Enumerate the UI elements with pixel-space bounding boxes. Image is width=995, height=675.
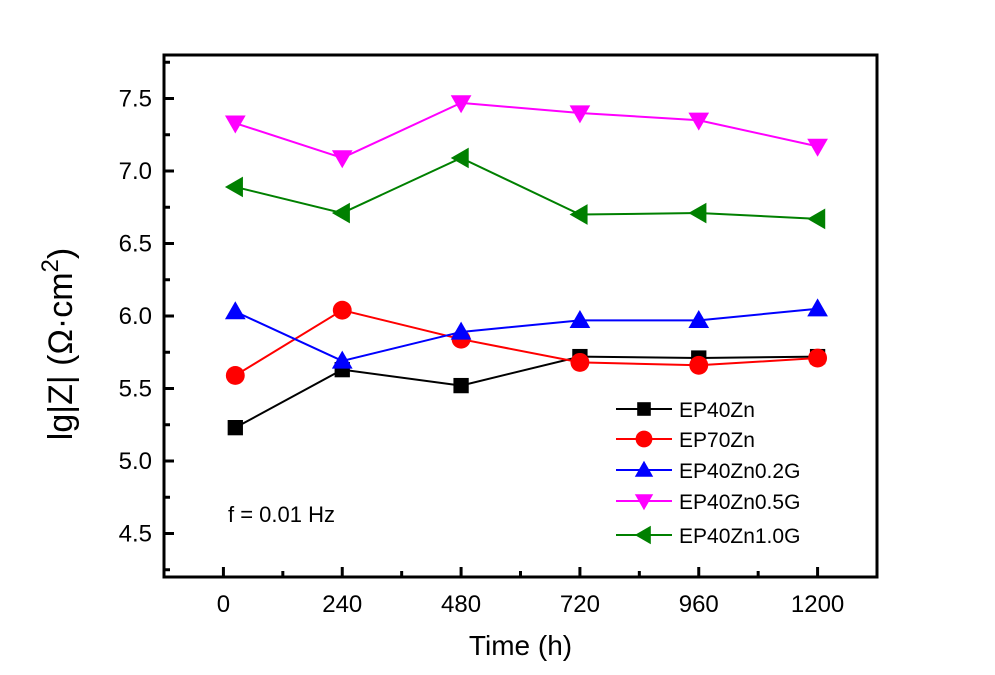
x-axis-label: Time (h): [469, 630, 572, 661]
marker-triangle-up: [688, 310, 710, 328]
legend-label: EP40Zn0.5G: [679, 491, 800, 514]
marker-square: [227, 420, 243, 436]
marker-triangle-left: [807, 208, 826, 230]
y-axis-label-main: lg|Z| (Ω·cm: [42, 272, 80, 440]
marker-circle: [332, 300, 352, 320]
legend-item: EP40Zn0.5G: [616, 491, 800, 514]
series-ep40zn0-2g: [224, 298, 828, 369]
marker-triangle-left: [224, 176, 243, 198]
y-tick-label: 7.5: [119, 86, 152, 113]
marker-circle: [808, 348, 828, 368]
marker-circle: [570, 352, 590, 372]
marker-triangle-down: [569, 105, 591, 124]
marker-triangle-left: [331, 202, 350, 224]
y-tick-label: 4.5: [119, 521, 152, 548]
marker-triangle-up: [634, 460, 654, 477]
y-tick-label: 6.0: [119, 303, 152, 330]
x-tick-label: 1200: [791, 591, 844, 618]
marker-triangle-down: [688, 112, 710, 131]
series-line: [235, 156, 818, 220]
marker-triangle-down: [634, 494, 654, 511]
series-ep70zn: [225, 300, 828, 385]
marker-triangle-up: [807, 298, 828, 317]
y-tick-label: 5.5: [119, 376, 152, 403]
frequency-annotation: f = 0.01 Hz: [228, 502, 335, 527]
marker-circle: [225, 366, 245, 385]
series-line: [234, 355, 818, 429]
marker-triangle-down: [450, 95, 472, 114]
x-tick-label: 0: [217, 591, 230, 618]
marker-triangle-left: [634, 525, 651, 545]
series-line: [234, 307, 818, 363]
plot-area: 4.5 5.0 5.5 6.0 6.5 7.0 7.5 0 240 480 720 960 1200: [119, 53, 879, 618]
marker-triangle-up: [569, 310, 591, 328]
marker-triangle-up: [224, 301, 246, 320]
y-tick-label: 7.0: [119, 158, 152, 185]
series-line: [234, 309, 818, 377]
y-tick-label: 6.5: [119, 231, 152, 258]
y-axis-label-superscript: 2: [37, 259, 64, 272]
series-layer: [224, 95, 828, 436]
marker-circle: [689, 355, 709, 375]
marker-square: [637, 402, 651, 416]
series-ep40zn1-0g: [224, 147, 826, 230]
legend-label: EP40Zn1.0G: [679, 525, 800, 548]
legend-item: EP70Zn: [616, 429, 755, 452]
x-tick-label: 960: [679, 591, 719, 618]
legend-item: EP40Zn: [616, 399, 755, 422]
legend-label: EP40Zn0.2G: [679, 460, 800, 483]
x-tick-label: 240: [322, 591, 362, 618]
series-ep40zn: [227, 348, 826, 436]
marker-triangle-up: [450, 321, 472, 340]
legend: EP40Zn EP70Zn EP40Zn0.2G EP40Zn0.5G EP40Zn1.…: [616, 399, 800, 548]
y-tick-label: 5.0: [119, 448, 152, 475]
x-tick-label: 720: [560, 591, 600, 618]
legend-item: EP40Zn0.2G: [616, 460, 800, 483]
marker-triangle-left: [450, 147, 469, 169]
legend-item: EP40Zn1.0G: [616, 525, 800, 548]
marker-triangle-left: [569, 204, 588, 225]
marker-square: [453, 377, 469, 394]
legend-label: EP70Zn: [679, 429, 755, 452]
series-ep40zn0-5g: [224, 95, 828, 169]
legend-label: EP40Zn: [679, 399, 755, 422]
series-line: [234, 101, 818, 160]
marker-triangle-left: [688, 202, 707, 224]
y-axis-label-close: ): [42, 248, 80, 259]
marker-triangle-down: [224, 115, 246, 134]
marker-circle: [635, 430, 653, 448]
y-axis-label: lg|Z| (Ω·cm2): [37, 248, 80, 440]
marker-triangle-down: [331, 150, 353, 169]
marker-triangle-up: [331, 350, 353, 369]
marker-triangle-down: [807, 138, 828, 157]
x-tick-label: 480: [441, 591, 481, 618]
